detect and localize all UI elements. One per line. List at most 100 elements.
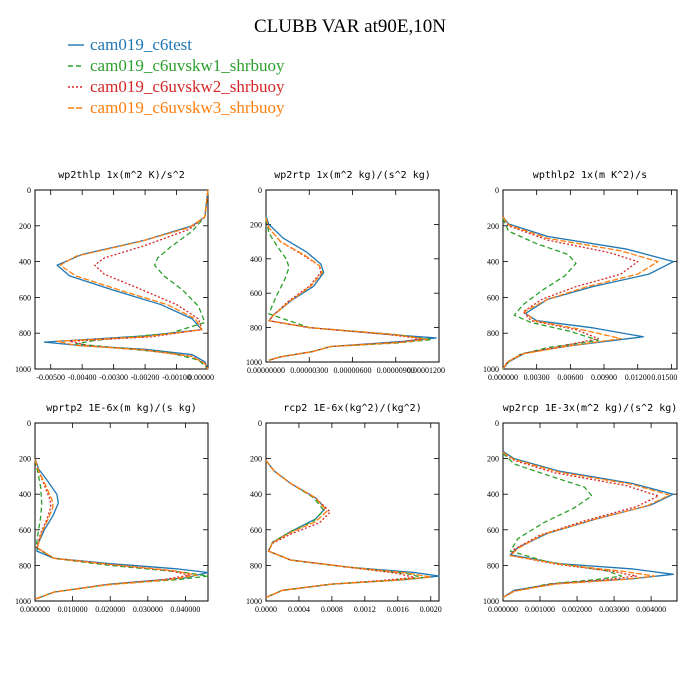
x-tick-label: 0.0004 xyxy=(288,605,310,614)
x-tick-label: 0.00000600 xyxy=(334,366,372,375)
y-tick-label: 0 xyxy=(27,419,31,428)
y-tick-label: 200 xyxy=(487,455,499,464)
x-tick-label: 0.001000 xyxy=(525,605,555,614)
panel-title: wpthlp2 1x(m K^2)/s xyxy=(533,170,647,181)
y-tick-label: 0 xyxy=(258,419,262,428)
y-tick-label: 600 xyxy=(19,293,31,302)
series-line-4 xyxy=(502,216,659,370)
series-line-4 xyxy=(265,217,429,361)
y-tick-label: 400 xyxy=(19,490,31,499)
panel-5: rcp2 1E-6x(kg^2)/(kg^2) 0 200 400 600 800 1000… xyxy=(246,403,442,614)
panel-title: wp2thlp 1x(m^2 K)/s^2 xyxy=(58,170,184,181)
x-tick-label: 0.000000 xyxy=(488,605,518,614)
x-tick-label: -0.00400 xyxy=(68,373,97,382)
x-tick-label: 0.000000 xyxy=(20,605,50,614)
x-tick-label: -0.00100 xyxy=(162,373,191,382)
legend-label: cam019_c6test xyxy=(90,35,192,54)
plot-frame xyxy=(502,422,678,602)
x-tick-label: -0.00500 xyxy=(36,373,65,382)
y-tick-label: 800 xyxy=(487,561,499,570)
y-tick-label: 600 xyxy=(250,526,262,535)
series-line-1 xyxy=(34,458,209,600)
x-tick-label: 0.01200 xyxy=(625,373,651,382)
y-tick-label: 1000 xyxy=(483,365,499,374)
y-tick-label: 800 xyxy=(250,561,262,570)
y-tick-label: 600 xyxy=(19,526,31,535)
legend-label: cam019_c6uvskw1_shrbuoy xyxy=(90,56,285,75)
figure-title: CLUBB VAR at90E,10N xyxy=(254,16,446,37)
series-line-3 xyxy=(265,217,423,361)
y-tick-label: 0 xyxy=(495,186,499,195)
x-tick-label: 0.00300 xyxy=(524,373,550,382)
panels: wp2thlp 1x(m^2 K)/s^2 0 200 400 600 800 1000 -0… xyxy=(15,170,678,614)
x-tick-label: 0.0012 xyxy=(354,605,376,614)
series-line-4 xyxy=(34,459,198,600)
legend-label: cam019_c6uvskw3_shrbuoy xyxy=(90,98,285,117)
y-tick-label: 200 xyxy=(19,222,31,231)
x-tick-label: 0.003000 xyxy=(599,605,629,614)
x-tick-label: 0.0008 xyxy=(321,605,343,614)
legend: cam019_c6test cam019_c6uvskw1_shrbuoy cam0… xyxy=(68,35,285,117)
y-tick-label: 1000 xyxy=(483,597,499,606)
x-tick-label: 0.030000 xyxy=(133,605,163,614)
panel-6: wp2rcp 1E-3x(m^2 kg)/(s^2 kg) 0 200 400 600 8… xyxy=(483,403,678,614)
y-tick-label: 200 xyxy=(19,455,31,464)
x-tick-label: 0.0020 xyxy=(420,605,442,614)
y-tick-label: 400 xyxy=(487,258,499,267)
x-tick-label: 0.0000 xyxy=(255,605,277,614)
series-line-4 xyxy=(265,459,432,599)
y-tick-label: 1000 xyxy=(246,358,262,367)
x-tick-label: 0.00600 xyxy=(557,373,583,382)
y-tick-label: 1000 xyxy=(246,597,262,606)
series-line-3 xyxy=(68,189,209,370)
panel-3: wpthlp2 1x(m K^2)/s020040060080010000.00… xyxy=(483,170,678,382)
plot-frame xyxy=(502,189,678,370)
y-tick-label: 0 xyxy=(495,419,499,428)
y-tick-label: 200 xyxy=(487,222,499,231)
x-tick-label: 0.002000 xyxy=(562,605,592,614)
y-tick-label: 200 xyxy=(250,455,262,464)
y-tick-label: 800 xyxy=(250,324,262,333)
x-tick-label: 0.00000000 xyxy=(247,366,285,375)
legend-label: cam019_c6uvskw2_shrbuoy xyxy=(90,77,285,96)
y-tick-label: 0 xyxy=(258,186,262,195)
y-tick-label: 400 xyxy=(487,490,499,499)
series-line-1 xyxy=(43,189,209,370)
series-line-2 xyxy=(265,219,433,361)
panel-title: wprtp2 1E-6x(m kg)/(s kg) xyxy=(46,403,197,414)
y-tick-label: 800 xyxy=(19,561,31,570)
x-tick-label: 0.0016 xyxy=(387,605,409,614)
y-tick-label: 0 xyxy=(27,186,31,195)
series-line-2 xyxy=(75,189,209,370)
x-tick-label: 0.00000300 xyxy=(290,366,328,375)
y-tick-label: 600 xyxy=(250,289,262,298)
series-line-2 xyxy=(502,218,600,370)
y-tick-label: 400 xyxy=(250,490,262,499)
x-tick-label: 0.00900 xyxy=(591,373,617,382)
panel-2: wp2rtp 1x(m^2 kg)/(s^2 kg) 0 200 400 600 800 1… xyxy=(246,170,445,375)
series-line-2 xyxy=(502,452,623,599)
panel-title: wp2rtp 1x(m^2 kg)/(s^2 kg) xyxy=(274,170,431,181)
panel-1: wp2thlp 1x(m^2 K)/s^2 0 200 400 600 800 1000 -0… xyxy=(15,170,214,382)
y-tick-label: 400 xyxy=(19,258,31,267)
x-tick-label: -0.00200 xyxy=(131,373,160,382)
x-tick-label: 0.00000 xyxy=(188,373,214,382)
x-tick-label: 0.00000900 xyxy=(377,366,415,375)
panel-4: wprtp2 1E-6x(m kg)/(s kg) 0 200 400 600 800 10… xyxy=(15,403,209,614)
x-tick-label: 0.01500 xyxy=(651,373,677,382)
x-tick-label: 0.004000 xyxy=(636,605,666,614)
series-line-1 xyxy=(265,459,440,599)
panel-title: rcp2 1E-6x(kg^2)/(kg^2) xyxy=(283,403,421,414)
plot-frame xyxy=(34,189,209,370)
x-tick-label: 0.010000 xyxy=(58,605,88,614)
series-line-3 xyxy=(34,459,190,600)
y-tick-label: 1000 xyxy=(15,597,31,606)
y-tick-label: 600 xyxy=(487,293,499,302)
y-tick-label: 1000 xyxy=(15,365,31,374)
x-tick-label: 0.000000 xyxy=(488,373,518,382)
y-tick-label: 800 xyxy=(487,329,499,338)
plot-frame xyxy=(265,422,440,602)
y-tick-label: 600 xyxy=(487,526,499,535)
series-line-1 xyxy=(265,215,437,361)
